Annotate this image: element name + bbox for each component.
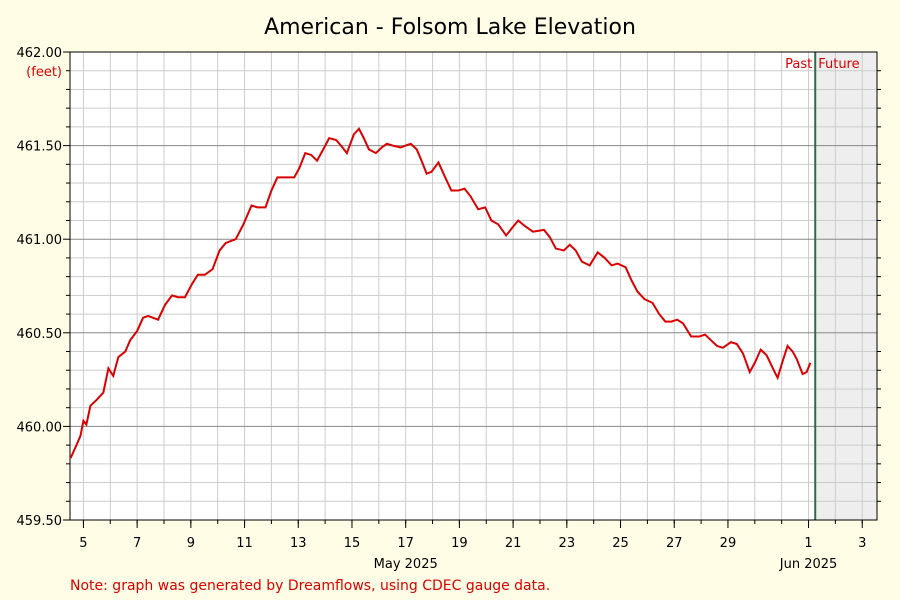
x-tick-label: 5 (79, 536, 87, 551)
x-tick-label: 25 (612, 536, 629, 551)
chart-title: American - Folsom Lake Elevation (264, 15, 636, 40)
x-tick-label: 15 (344, 536, 361, 551)
x-tick-label: 23 (559, 536, 576, 551)
x-period-label: Jun 2025 (779, 557, 838, 572)
x-tick-label: 13 (290, 536, 307, 551)
plot-border (69, 51, 878, 521)
x-tick-label: 3 (858, 536, 866, 551)
x-period-label: May 2025 (374, 557, 438, 572)
x-tick-label: 17 (397, 536, 414, 551)
future-label: Future (818, 57, 859, 72)
y-tick-label: 461.50 (17, 140, 63, 155)
x-tick-label: 7 (133, 536, 141, 551)
y-tick-label: 460.00 (17, 420, 63, 435)
past-label: Past (785, 57, 812, 72)
y-tick-label: 459.50 (17, 514, 63, 529)
x-tick-label: 29 (720, 536, 737, 551)
y-tick-label: 461.00 (17, 233, 63, 248)
plot-area (70, 52, 877, 520)
x-tick-label: 19 (451, 536, 468, 551)
y-tick-label: 460.50 (17, 327, 63, 342)
x-tick-label: 11 (236, 536, 253, 551)
y-tick-label: 462.00 (17, 46, 63, 61)
data-line (69, 127, 812, 459)
x-tick-label: 21 (505, 536, 522, 551)
note: Note: graph was generated by Dreamflows,… (70, 578, 550, 594)
x-tick-label: 9 (187, 536, 195, 551)
x-tick-label: 27 (666, 536, 683, 551)
x-tick-label: 1 (804, 536, 812, 551)
future-region (815, 52, 877, 520)
y-unit: (feet) (26, 65, 62, 80)
